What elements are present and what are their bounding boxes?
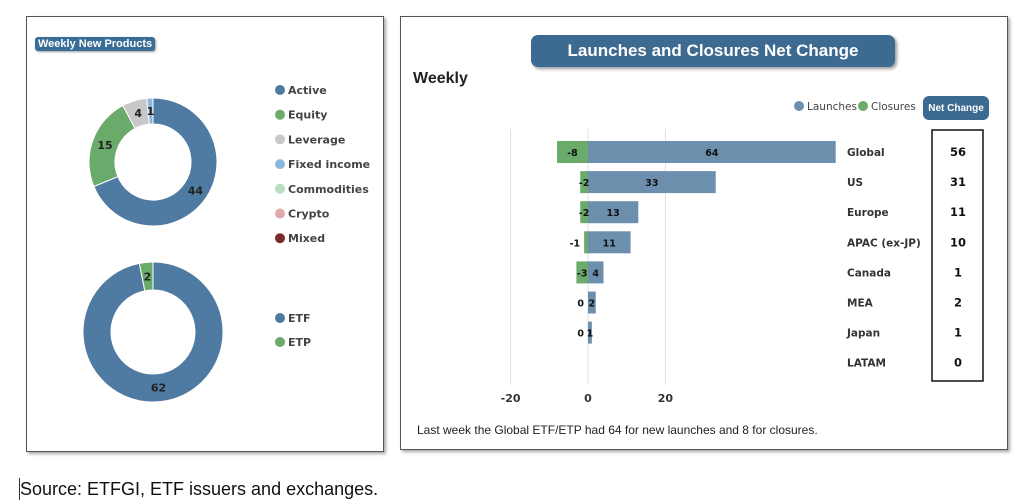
legend-marker-commodities [275, 183, 285, 194]
x-tick--20: -20 [501, 392, 521, 405]
net-change-value-global: 56 [950, 145, 966, 159]
x-tick-20: 20 [658, 392, 674, 405]
bar-closures-apac-ex-jp [584, 231, 588, 254]
legend-label-crypto: Crypto [288, 208, 330, 221]
legend-marker-etf [275, 313, 285, 323]
data-label-launches-canada: 4 [592, 268, 599, 279]
donut1-label-fixed-income: 1 [147, 105, 155, 118]
bar-launches-japan [588, 321, 592, 344]
bar-launches-europe [588, 201, 639, 224]
weekly-new-products-badge: Weekly New Products [35, 37, 156, 51]
data-label-launches-mea: 2 [589, 299, 596, 310]
bar-closures-canada [576, 261, 588, 284]
data-label-launches-japan: 1 [587, 329, 594, 340]
data-label-closures-apac-ex-jp: -1 [570, 238, 581, 249]
weekly-new-products-panel: Weekly New Products 44 15 4 1 Active Equity Le… [26, 16, 384, 452]
data-label-closures-japan: 0 [577, 329, 584, 340]
chart-subtitle: Weekly [413, 70, 468, 87]
net-change-value-latam: 0 [954, 356, 962, 370]
category-label-latam: LATAM [847, 358, 886, 370]
legend-marker-active [275, 85, 285, 95]
category-label-global: Global [847, 147, 885, 159]
source-caption: Source: ETFGI, ETF issuers and exchanges… [20, 479, 379, 499]
legend-label-launches: Launches [807, 101, 857, 113]
net-change-value-japan: 1 [954, 326, 962, 340]
donut1-slice-fixed-income [146, 97, 154, 125]
bar-launches-apac-ex-jp [588, 231, 631, 254]
legend-label-etp: ETP [288, 336, 311, 349]
bar-closures-global [557, 141, 588, 163]
legend-label-mixed: Mixed [288, 232, 325, 245]
legend-label-etf: ETF [288, 312, 311, 325]
legend-label-leverage: Leverage [288, 133, 345, 146]
bar-closures-europe [580, 201, 588, 224]
legend-label-active: Active [288, 84, 327, 97]
net-change-box [931, 129, 984, 382]
net-change-value-canada: 1 [954, 265, 962, 279]
category-label-canada: Canada [847, 267, 891, 279]
chart-title: Launches and Closures Net Change [531, 35, 895, 67]
net-change-button[interactable]: Net Change [923, 96, 989, 120]
net-change-value-mea: 2 [954, 296, 962, 310]
donut-charts: 44 15 4 1 Active Equity Leverage Fixed income Co… [82, 84, 370, 403]
category-label-mea: MEA [847, 298, 874, 310]
text-cursor [19, 478, 20, 500]
data-label-closures-global: -8 [567, 148, 578, 159]
bar-launches-us [588, 171, 716, 194]
legend-marker-mixed [275, 233, 285, 244]
bar-launches-mea [588, 291, 596, 314]
data-label-closures-mea: 0 [577, 299, 584, 310]
data-label-launches-apac-ex-jp: 11 [603, 238, 616, 249]
legend-marker-etp [275, 337, 285, 347]
category-label-europe: Europe [847, 207, 889, 219]
data-label-launches-europe: 13 [607, 208, 620, 219]
legend-marker-equity [275, 109, 285, 120]
data-label-launches-global: 64 [705, 148, 719, 159]
donut1-label-active: 44 [188, 184, 204, 197]
category-label-japan: Japan [846, 328, 880, 340]
donut1-label-leverage: 4 [134, 107, 142, 120]
chart-footnote: Last week the Global ETF/ETP had 64 for … [417, 423, 818, 437]
legend-label-commodities: Commodities [288, 183, 369, 196]
donut2-slice-etf [82, 261, 224, 403]
data-label-closures-us: -2 [579, 178, 590, 189]
bar-closures-us [580, 171, 588, 194]
legend-label-equity: Equity [288, 109, 327, 122]
net-change-value-apac-ex-jp: 10 [950, 235, 966, 249]
legend-label-fixed-income: Fixed income [288, 158, 370, 171]
bar-launches-canada [588, 261, 604, 284]
category-label-apac-ex-jp: APAC (ex-JP) [847, 237, 921, 249]
donut1-slice-active [93, 97, 218, 227]
net-change-value-europe: 11 [950, 205, 966, 219]
x-tick-0: 0 [584, 392, 592, 405]
legend-marker-fixed-income [275, 159, 285, 170]
bar-launches-global [588, 141, 836, 163]
legend-marker-launches [794, 101, 804, 111]
category-label-us: US [847, 177, 863, 189]
donut1-label-equity: 15 [97, 139, 112, 152]
legend-label-closures: Closures [871, 101, 916, 113]
legend-marker-leverage [275, 134, 285, 145]
launches-closures-panel: Launches and Closures Net Change Weekly … [400, 16, 1008, 450]
data-label-closures-europe: -2 [579, 208, 590, 219]
legend-marker-crypto [275, 208, 285, 219]
donut2-label-etf: 62 [151, 382, 166, 395]
donut2-label-etp: 2 [144, 270, 152, 283]
net-change-value-us: 31 [950, 175, 966, 189]
donut2-slice-etp [138, 261, 154, 292]
data-label-launches-us: 33 [645, 178, 658, 189]
data-label-closures-canada: -3 [577, 268, 588, 279]
legend-marker-closures [858, 101, 868, 111]
